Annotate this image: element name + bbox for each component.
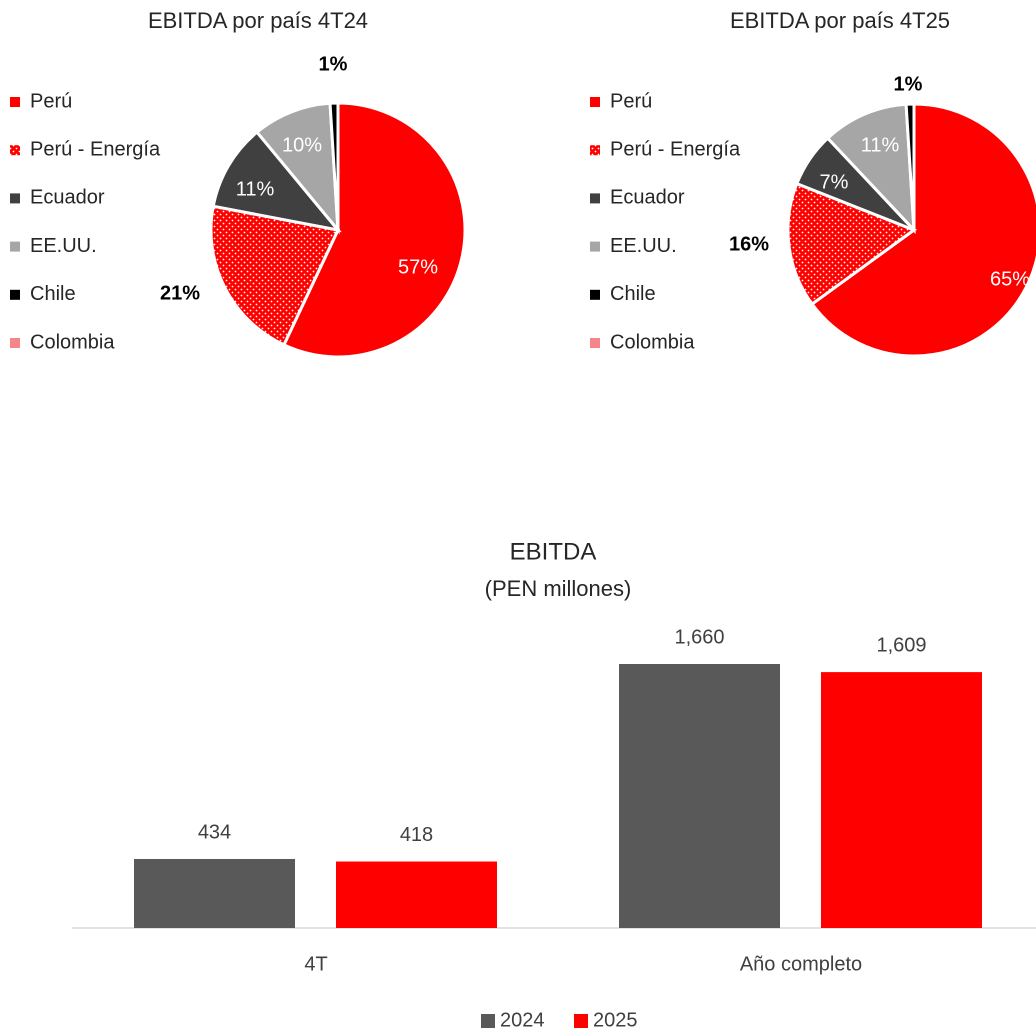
data-label: 65% — [990, 268, 1030, 290]
bar — [619, 664, 780, 928]
legend-swatch — [10, 145, 20, 156]
pie-slice — [281, 101, 467, 359]
bar — [336, 861, 497, 928]
legend-label: Chile — [30, 283, 76, 305]
pie-slice — [809, 102, 1036, 358]
legend-swatch — [10, 97, 20, 107]
legend-label: EE.UU. — [30, 235, 97, 257]
legend-label: Perú - Energía — [610, 138, 741, 160]
legend-label: Colombia — [30, 331, 115, 353]
data-label: 434 — [198, 821, 231, 843]
legend-swatch — [590, 338, 600, 348]
chart-title: EBITDA — [510, 538, 597, 565]
data-label: 11% — [861, 134, 900, 156]
bar — [134, 858, 295, 928]
x-tick-label: Año completo — [740, 953, 862, 975]
legend-label: Perú - Energía — [30, 138, 161, 160]
chart-title: EBITDA por país 4T24 — [148, 8, 368, 33]
legend-label: Ecuador — [30, 187, 105, 209]
pie-slice — [254, 101, 340, 235]
legend-swatch — [10, 193, 20, 204]
data-label: 7% — [820, 171, 849, 193]
pie-slice — [786, 181, 918, 307]
data-label: 1,609 — [876, 634, 926, 656]
legend-swatch — [590, 289, 600, 300]
pie-slice — [209, 204, 341, 347]
chart-title: EBITDA por país 4T25 — [730, 8, 950, 33]
pie-slice — [211, 130, 342, 233]
legend-label: Chile — [610, 283, 656, 305]
data-label: 1% — [319, 53, 348, 75]
pie-slice — [904, 102, 916, 231]
legend-swatch — [590, 241, 600, 252]
legend-swatch — [590, 193, 600, 204]
data-label: 57% — [398, 256, 438, 278]
data-label: 1,660 — [674, 626, 724, 648]
data-label: 10% — [282, 134, 322, 156]
data-label: 11% — [236, 178, 275, 200]
data-label: 1% — [894, 73, 923, 95]
legend-label: EE.UU. — [610, 235, 677, 257]
legend-swatch — [590, 145, 600, 156]
legend-swatch — [574, 1014, 588, 1028]
data-label: 16% — [729, 233, 769, 255]
pie-slice — [328, 101, 340, 231]
legend-swatch — [10, 289, 20, 300]
legend-label: 2024 — [500, 1009, 545, 1031]
legend-label: Perú — [610, 90, 652, 112]
legend-label: Colombia — [610, 331, 695, 353]
legend-swatch — [481, 1014, 495, 1028]
legend-label: Ecuador — [610, 187, 685, 209]
legend-label: Perú — [30, 90, 72, 112]
legend-swatch — [10, 338, 20, 348]
data-label: 21% — [160, 282, 200, 304]
x-tick-label: 4T — [304, 953, 327, 975]
legend-swatch — [10, 241, 20, 252]
chart-subtitle: (PEN millones) — [485, 576, 632, 601]
data-label: 418 — [400, 824, 433, 846]
legend-label: 2025 — [593, 1009, 638, 1031]
pie-slice — [825, 102, 916, 235]
bar — [821, 672, 982, 928]
legend-swatch — [590, 97, 600, 107]
